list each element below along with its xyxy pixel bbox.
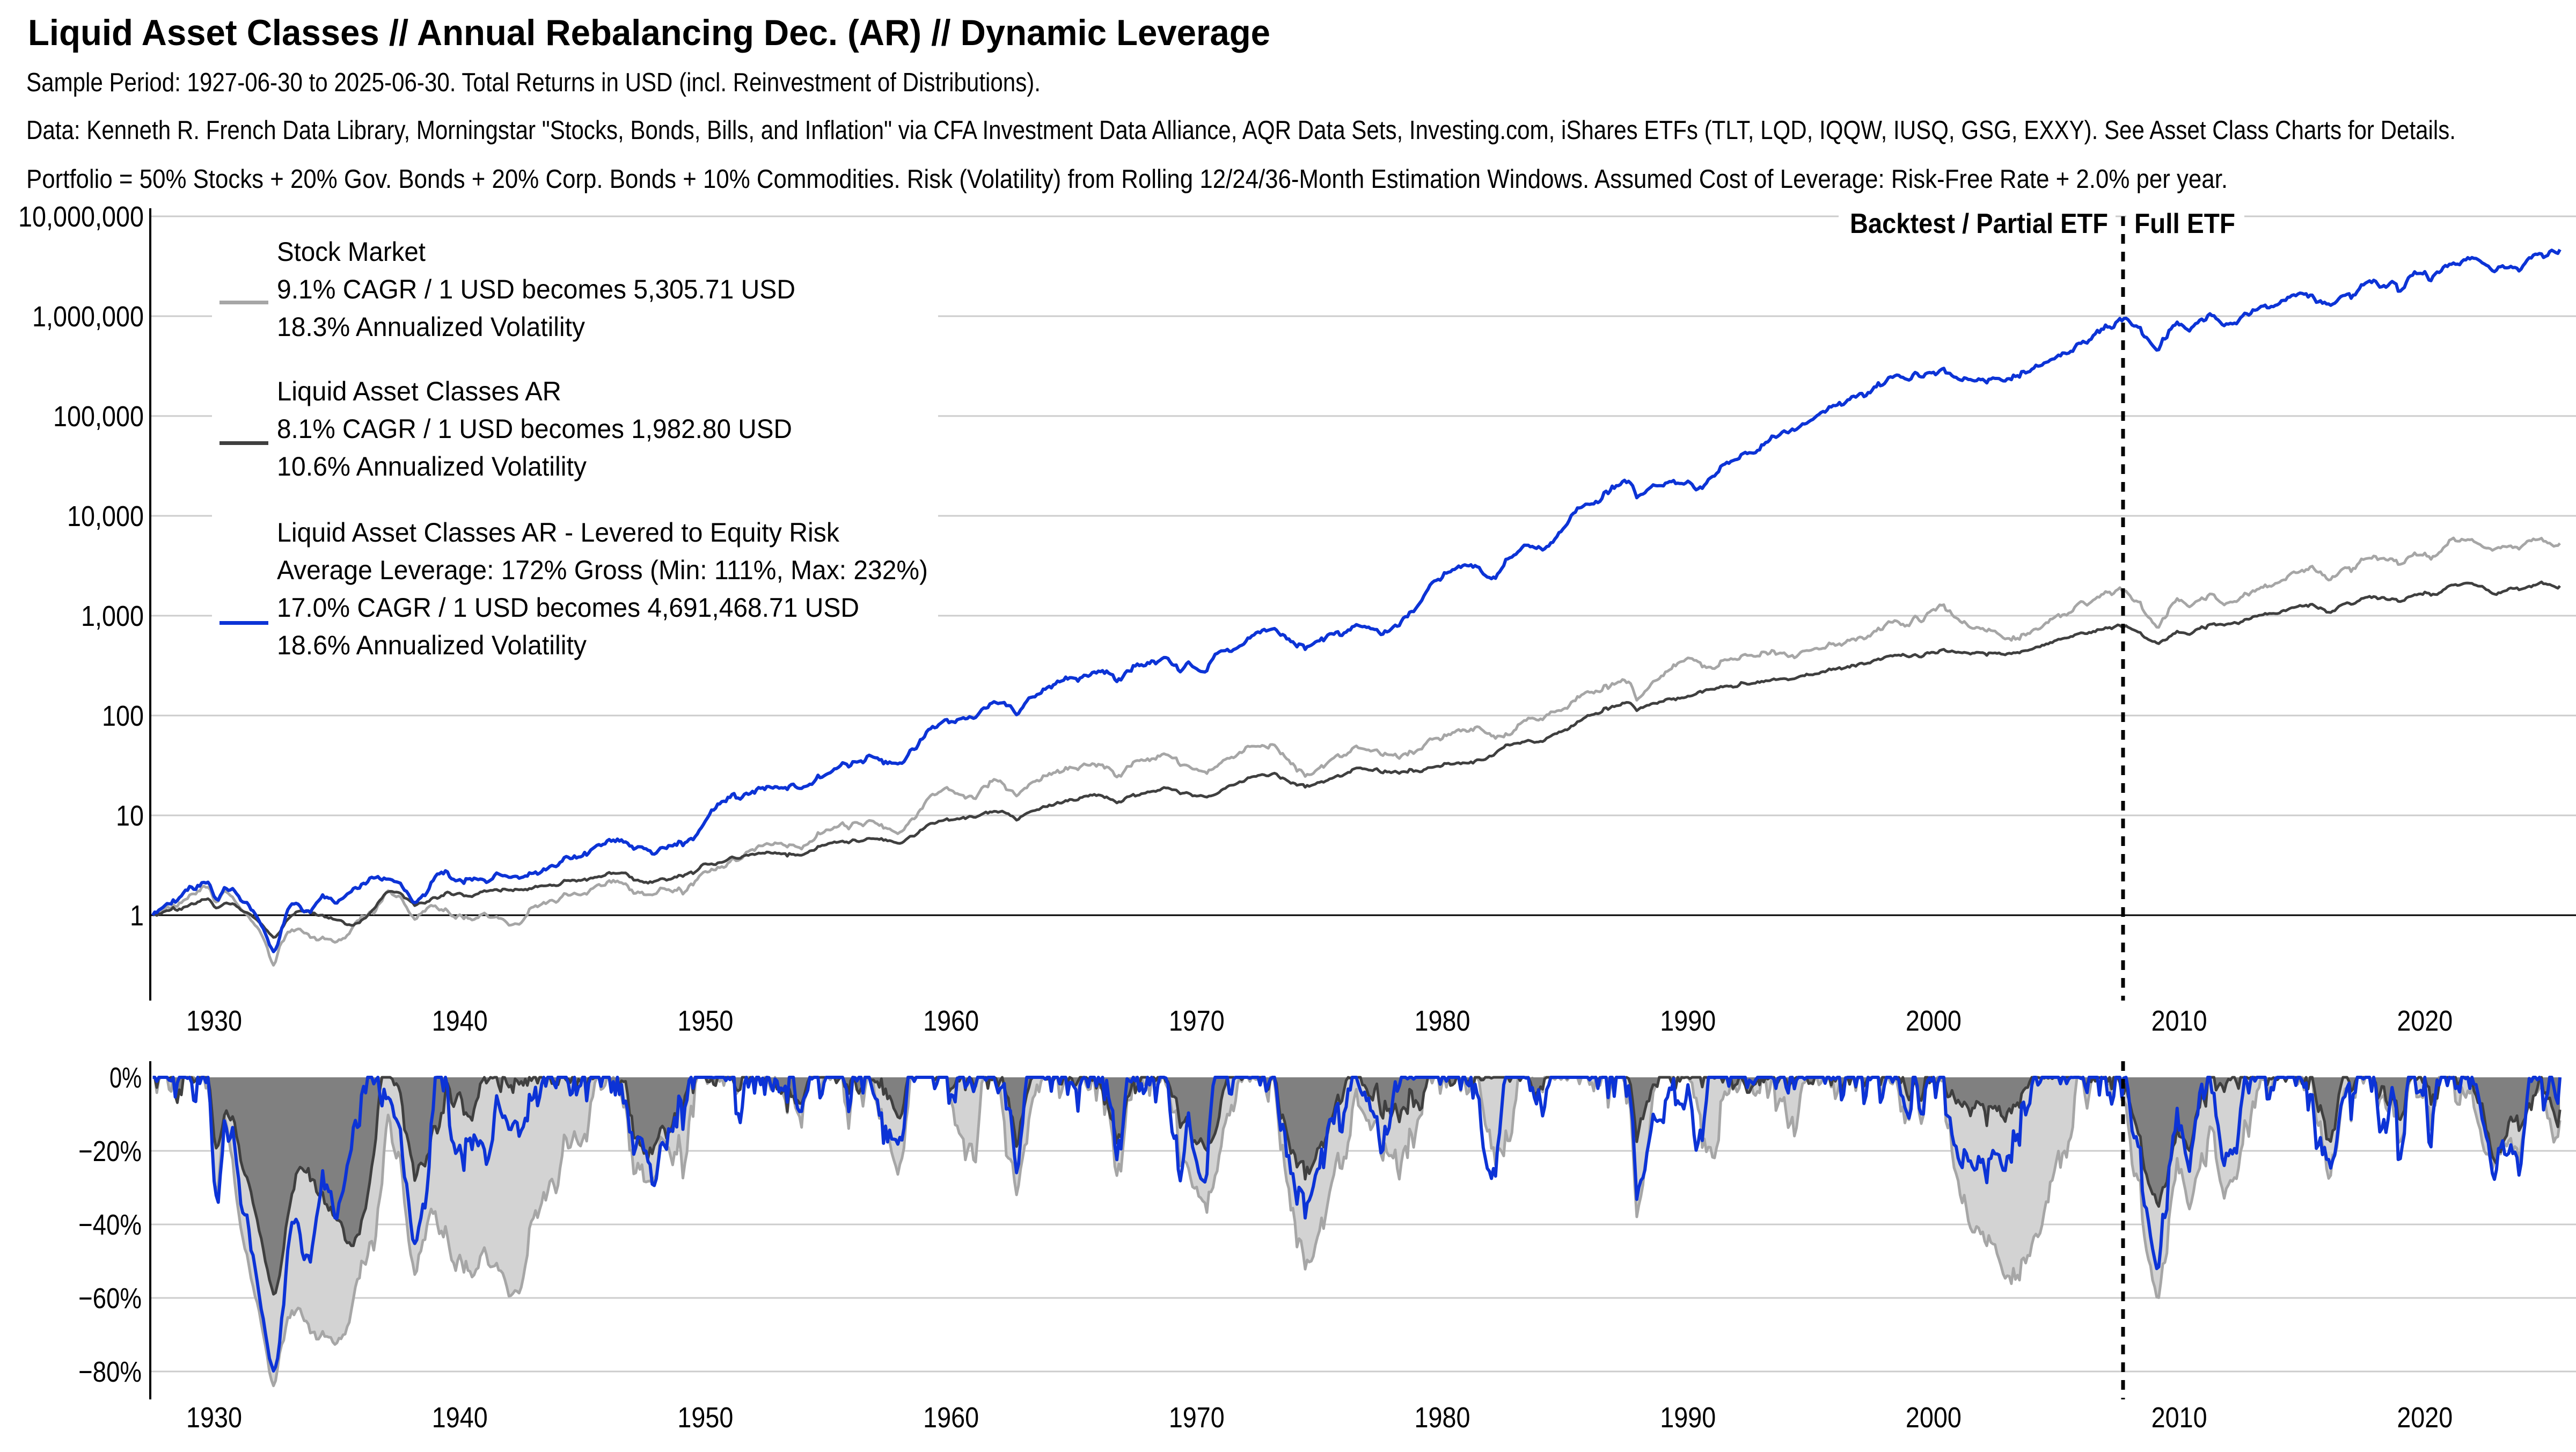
svg-text:1930: 1930 (186, 1005, 242, 1037)
svg-text:2000: 2000 (1906, 1402, 1962, 1434)
svg-text:1930: 1930 (186, 1402, 242, 1434)
svg-text:1,000,000: 1,000,000 (32, 301, 144, 333)
svg-text:1970: 1970 (1169, 1402, 1225, 1434)
svg-text:100: 100 (102, 700, 144, 732)
svg-text:1940: 1940 (432, 1005, 488, 1037)
svg-text:18.3% Annualized Volatility: 18.3% Annualized Volatility (277, 312, 585, 342)
svg-text:Data: Kenneth R. French Data L: Data: Kenneth R. French Data Library, Mo… (26, 116, 2456, 145)
svg-text:Liquid Asset Classes // Annual: Liquid Asset Classes // Annual Rebalanci… (28, 12, 1270, 53)
svg-text:Portfolio = 50% Stocks + 20% G: Portfolio = 50% Stocks + 20% Gov. Bonds … (26, 165, 2228, 194)
svg-text:1960: 1960 (923, 1005, 979, 1037)
svg-text:Liquid Asset Classes AR - Leve: Liquid Asset Classes AR - Levered to Equ… (277, 517, 840, 548)
svg-text:9.1% CAGR / 1 USD becomes 5,30: 9.1% CAGR / 1 USD becomes 5,305.71 USD (277, 274, 795, 304)
svg-text:2020: 2020 (2397, 1005, 2453, 1037)
svg-text:1980: 1980 (1415, 1005, 1470, 1037)
svg-text:−80%: −80% (78, 1356, 142, 1388)
svg-text:−20%: −20% (78, 1135, 142, 1168)
svg-text:1990: 1990 (1660, 1402, 1716, 1434)
svg-text:18.6% Annualized Volatility: 18.6% Annualized Volatility (277, 630, 587, 660)
svg-text:1940: 1940 (432, 1402, 488, 1434)
svg-text:Stock Market: Stock Market (277, 237, 426, 267)
svg-text:2020: 2020 (2397, 1402, 2453, 1434)
svg-text:100,000: 100,000 (53, 400, 144, 433)
svg-text:1980: 1980 (1415, 1402, 1470, 1434)
svg-text:17.0% CAGR / 1 USD becomes 4,6: 17.0% CAGR / 1 USD becomes 4,691,468.71 … (277, 593, 859, 623)
svg-text:1970: 1970 (1169, 1005, 1225, 1037)
svg-text:2000: 2000 (1906, 1005, 1962, 1037)
svg-text:8.1% CAGR / 1 USD becomes 1,98: 8.1% CAGR / 1 USD becomes 1,982.80 USD (277, 414, 792, 444)
svg-text:10,000: 10,000 (67, 500, 144, 532)
svg-text:10.6% Annualized Volatility: 10.6% Annualized Volatility (277, 451, 587, 481)
svg-text:Full ETF: Full ETF (2134, 208, 2235, 239)
svg-text:2010: 2010 (2151, 1402, 2207, 1434)
svg-text:1950: 1950 (677, 1402, 733, 1434)
svg-text:0%: 0% (109, 1062, 142, 1094)
svg-text:1: 1 (130, 900, 144, 932)
svg-text:1990: 1990 (1660, 1005, 1716, 1037)
svg-text:2010: 2010 (2151, 1005, 2207, 1037)
svg-text:1,000: 1,000 (81, 600, 144, 632)
svg-text:−40%: −40% (78, 1209, 142, 1241)
svg-text:−60%: −60% (78, 1282, 142, 1315)
svg-text:Liquid Asset Classes AR: Liquid Asset Classes AR (277, 376, 561, 406)
svg-text:Sample Period: 1927-06-30 to 2: Sample Period: 1927-06-30 to 2025-06-30.… (26, 68, 1041, 97)
svg-text:10,000,000: 10,000,000 (18, 201, 144, 233)
svg-text:Backtest / Partial ETF: Backtest / Partial ETF (1850, 208, 2108, 239)
svg-text:Average Leverage: 172% Gross (: Average Leverage: 172% Gross (Min: 111%,… (277, 555, 928, 585)
svg-text:1950: 1950 (677, 1005, 733, 1037)
svg-text:10: 10 (116, 800, 144, 832)
svg-text:1960: 1960 (923, 1402, 979, 1434)
